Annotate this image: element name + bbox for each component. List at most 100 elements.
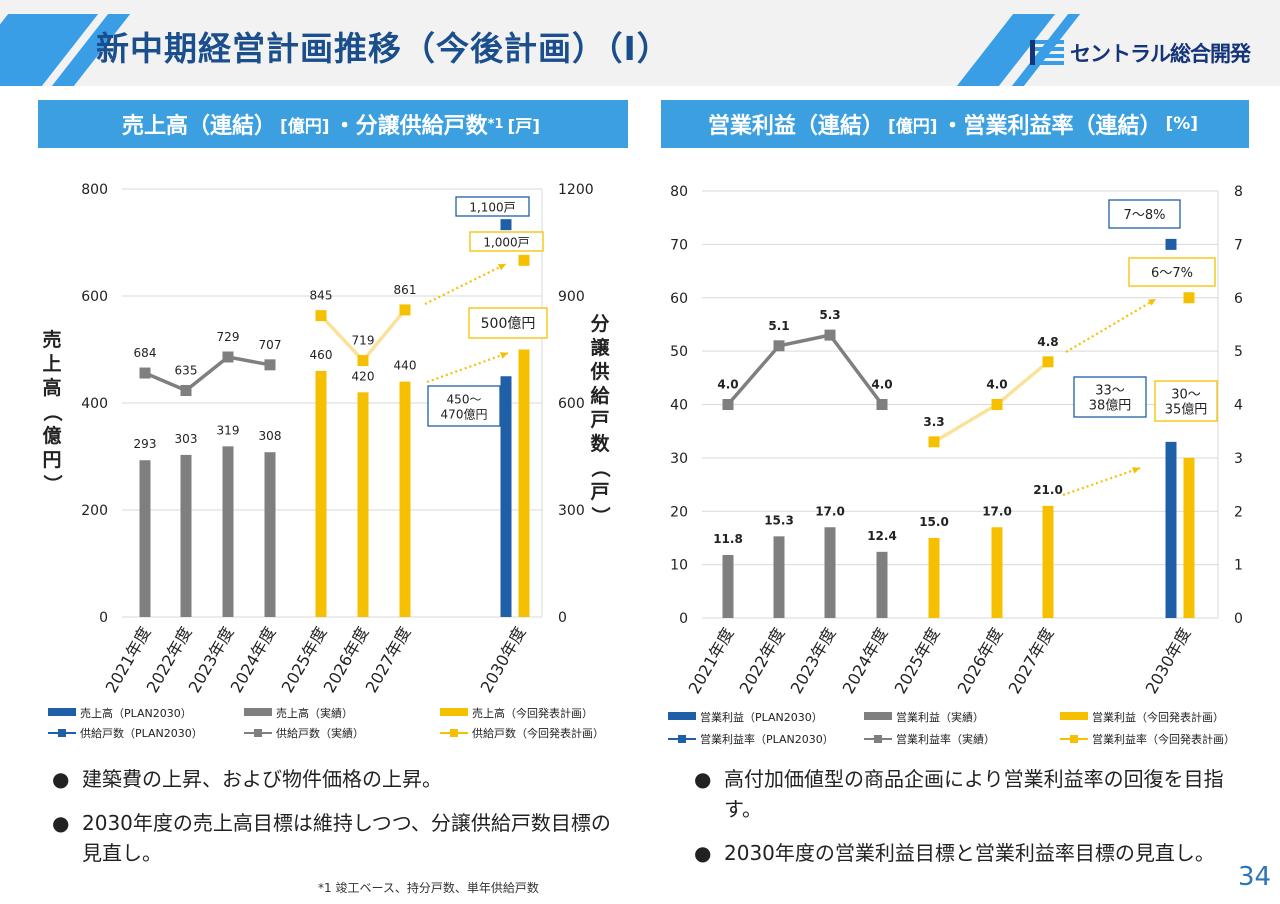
bar-data-label: 440 bbox=[394, 359, 417, 373]
y2-tick-label: 2 bbox=[1234, 504, 1243, 520]
bar bbox=[315, 370, 327, 617]
line-marker bbox=[773, 340, 785, 352]
bar bbox=[1165, 441, 1177, 618]
x-tick-label: 2030年度 bbox=[1142, 625, 1195, 697]
y-tick-label: 600 bbox=[81, 289, 108, 305]
y2-axis-title: 給 bbox=[590, 384, 610, 407]
y-axis-title: 円 bbox=[42, 449, 61, 471]
line-data-label: 5.1 bbox=[768, 319, 789, 333]
y-tick-label: 10 bbox=[670, 558, 688, 574]
bar bbox=[773, 536, 785, 618]
line-marker bbox=[222, 351, 234, 363]
bar-data-label: 17.0 bbox=[982, 504, 1012, 518]
y-axis-title: 億 bbox=[42, 424, 61, 447]
annotation-text: 30〜 bbox=[1171, 388, 1201, 403]
annotation-text: 450〜 bbox=[447, 393, 482, 407]
sales-units-chart: 020040060080003006009001200売上高（億円）分譲供給戸数… bbox=[41, 182, 612, 740]
trend-arrow bbox=[1065, 298, 1157, 353]
x-tick-label: 2024年度 bbox=[839, 625, 892, 697]
bullet-text: 高付加価値型の商品企画により営業利益率の回復を目指す。 bbox=[724, 767, 1224, 821]
annotation-box bbox=[1073, 376, 1147, 418]
line-data-label: 729 bbox=[217, 330, 240, 344]
y2-tick-label: 4 bbox=[1234, 398, 1243, 414]
line-marker bbox=[315, 310, 327, 322]
annotation-text: 35億円 bbox=[1165, 402, 1208, 418]
y2-tick-label: 3 bbox=[1234, 451, 1243, 467]
line-data-label: 845 bbox=[310, 289, 333, 303]
bar-data-label: 319 bbox=[217, 423, 240, 437]
trend-arrow bbox=[426, 351, 509, 384]
right-title-profit: 営業利益（連結） bbox=[707, 114, 884, 139]
y2-axis-title: 戸 bbox=[590, 409, 609, 431]
legend-label: 営業利益（今回発表計画） bbox=[1092, 710, 1224, 724]
y2-tick-label: 0 bbox=[558, 610, 567, 626]
bullet-icon: ● bbox=[52, 811, 70, 835]
y-axis-title: 上 bbox=[42, 353, 61, 375]
line-marker bbox=[518, 254, 530, 266]
legend-marker bbox=[254, 729, 262, 737]
bar-data-label: 303 bbox=[175, 432, 198, 446]
legend-swatch bbox=[668, 712, 696, 720]
x-tick-label: 2026年度 bbox=[954, 625, 1007, 697]
bar bbox=[399, 381, 411, 617]
bar-data-label: 15.0 bbox=[919, 515, 949, 529]
left-panel-title: 売上高（連結） [億円] ・分譲供給戸数 *1 [戸] bbox=[38, 100, 628, 148]
y2-tick-label: 1200 bbox=[558, 182, 594, 198]
legend-swatch bbox=[48, 708, 76, 716]
logo-mark-icon bbox=[1030, 40, 1064, 65]
line-marker bbox=[139, 367, 151, 379]
left-title-sales: 売上高（連結） bbox=[122, 114, 277, 139]
left-bullet-list: ● 建築費の上昇、および物件価格の上昇。 ● 2030年度の売上高目標は維持しつ… bbox=[52, 764, 612, 882]
bar bbox=[928, 537, 940, 618]
page-number: 34 bbox=[1238, 862, 1272, 892]
profit-margin-chart: 010203040506070800123456782021年度2022年度20… bbox=[668, 184, 1243, 746]
line-marker bbox=[264, 359, 276, 371]
y-tick-label: 40 bbox=[670, 398, 688, 414]
trend-arrow-head bbox=[498, 264, 506, 271]
x-tick-label: 2022年度 bbox=[736, 625, 789, 697]
y-tick-label: 200 bbox=[81, 503, 108, 519]
y-axis-title: ） bbox=[41, 474, 64, 493]
logo-text: セントラル総合開発 bbox=[1070, 42, 1251, 66]
y-tick-label: 0 bbox=[99, 610, 108, 626]
legend-marker bbox=[450, 729, 458, 737]
annotation-text: 6〜7% bbox=[1151, 266, 1193, 281]
line-marker bbox=[722, 399, 734, 410]
y2-axis-title: 数 bbox=[590, 432, 610, 455]
y2-tick-label: 8 bbox=[1234, 184, 1243, 200]
line-marker bbox=[991, 399, 1003, 410]
line-data-label: 4.0 bbox=[717, 378, 738, 392]
bar bbox=[264, 452, 276, 617]
page-title: 新中期経営計画推移（今後計画）（Ⅰ） bbox=[96, 29, 671, 68]
bullet-text: 2030年度の営業利益目標と営業利益率目標の見直し。 bbox=[724, 841, 1215, 865]
left-title-unit-a: [億円] bbox=[280, 116, 330, 137]
bar-data-label: 293 bbox=[134, 437, 157, 451]
y-tick-label: 50 bbox=[670, 344, 688, 360]
y-axis-title: 高 bbox=[42, 376, 61, 399]
bar-data-label: 21.0 bbox=[1033, 483, 1063, 497]
bar bbox=[1042, 505, 1054, 618]
right-title-unit-b: [%] bbox=[1165, 114, 1199, 134]
bar bbox=[518, 349, 530, 617]
legend-label: 営業利益率（PLAN2030） bbox=[700, 732, 834, 746]
trend-arrow-head bbox=[1148, 299, 1156, 306]
line-data-label: 3.3 bbox=[923, 415, 944, 429]
bullet-icon: ● bbox=[694, 841, 712, 865]
line-data-label: 4.8 bbox=[1037, 335, 1058, 349]
legend-marker bbox=[58, 729, 66, 737]
y2-axis-title: 戸 bbox=[590, 481, 609, 503]
legend-swatch bbox=[864, 712, 892, 720]
bar bbox=[1183, 457, 1195, 618]
annotation-box bbox=[468, 307, 548, 339]
line-data-label: 719 bbox=[352, 334, 375, 348]
line-marker bbox=[928, 436, 940, 448]
company-logo: セントラル総合開発 bbox=[1030, 36, 1251, 70]
annotation-box bbox=[455, 196, 530, 217]
annotation-text: 7〜8% bbox=[1124, 208, 1166, 223]
legend-swatch bbox=[1060, 712, 1088, 720]
bar-data-label: 15.3 bbox=[764, 513, 794, 527]
annotation-text: 1,100戸 bbox=[469, 201, 515, 215]
legend-marker bbox=[678, 735, 686, 743]
y-tick-label: 20 bbox=[670, 504, 688, 520]
annotation-box bbox=[1128, 257, 1216, 287]
